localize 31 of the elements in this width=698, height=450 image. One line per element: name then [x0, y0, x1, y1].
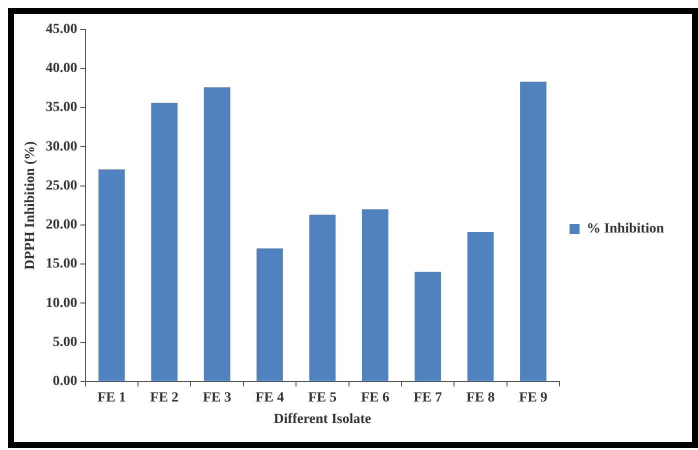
y-tick-label: 40.00: [46, 61, 78, 76]
x-tick-label: FE 6: [360, 390, 390, 406]
y-axis-title: DPPH Inhibition (%): [23, 140, 38, 270]
bar: [98, 169, 125, 381]
x-tick-label: FE 1: [97, 390, 126, 406]
y-tick-label: 45.00: [46, 22, 78, 38]
x-tick-label: FE 2: [150, 390, 179, 406]
x-axis-title: Different Isolate: [274, 412, 372, 428]
x-tick-label: FE 8: [466, 390, 495, 406]
y-tick-label: 5.00: [52, 334, 78, 350]
y-tick-label: 25.00: [46, 178, 78, 194]
y-tick-label: 30.00: [46, 139, 78, 154]
x-tick-label: FE 7: [414, 390, 442, 406]
bar: [309, 214, 336, 381]
legend-label: % Inhibition: [586, 222, 664, 237]
x-tick-label: FE 9: [519, 390, 548, 406]
bar: [256, 248, 283, 381]
y-tick-label: 10.00: [46, 296, 78, 311]
x-tick-label: FE 5: [308, 390, 337, 406]
bar: [467, 232, 494, 381]
y-tick-label: 0.00: [52, 374, 78, 390]
y-tick-label: 20.00: [46, 218, 78, 233]
bar: [414, 272, 442, 381]
x-tick-label: FE 3: [202, 390, 232, 406]
bar: [520, 82, 546, 381]
bar: [362, 209, 388, 381]
bar: [151, 102, 178, 381]
y-tick-label: 35.00: [46, 100, 78, 116]
y-tick-label: 15.00: [46, 256, 78, 272]
x-tick-label: FE 4: [256, 390, 284, 406]
bar: [204, 87, 230, 381]
